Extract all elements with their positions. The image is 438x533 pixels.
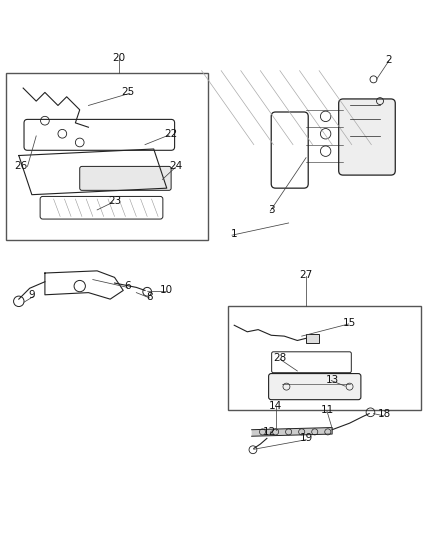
Text: 22: 22 [165,129,178,139]
Bar [306,334,319,343]
Text: 14: 14 [269,401,282,411]
Text: 19: 19 [300,433,313,443]
Text: 24: 24 [169,161,182,172]
Text: 10: 10 [160,286,173,295]
Text: 28: 28 [273,353,286,363]
FancyBboxPatch shape [339,99,395,175]
Bar [228,305,421,410]
Polygon shape [252,427,332,436]
Text: 13: 13 [325,375,339,385]
Text: 27: 27 [300,270,313,280]
Text: 3: 3 [268,205,275,215]
Text: 25: 25 [121,87,134,98]
Text: 26: 26 [14,161,28,172]
FancyBboxPatch shape [80,166,171,190]
Bar [6,73,208,240]
Text: 20: 20 [112,53,125,62]
Text: 8: 8 [146,292,153,302]
Text: 1: 1 [231,229,237,239]
Text: 18: 18 [378,409,391,419]
Text: 12: 12 [262,427,276,437]
Text: 6: 6 [124,281,131,291]
Text: 15: 15 [343,318,356,328]
FancyBboxPatch shape [268,374,361,400]
FancyBboxPatch shape [272,352,351,373]
Text: 2: 2 [385,55,392,65]
Text: 11: 11 [321,405,335,415]
Text: 9: 9 [28,290,35,300]
Text: 23: 23 [108,196,121,206]
